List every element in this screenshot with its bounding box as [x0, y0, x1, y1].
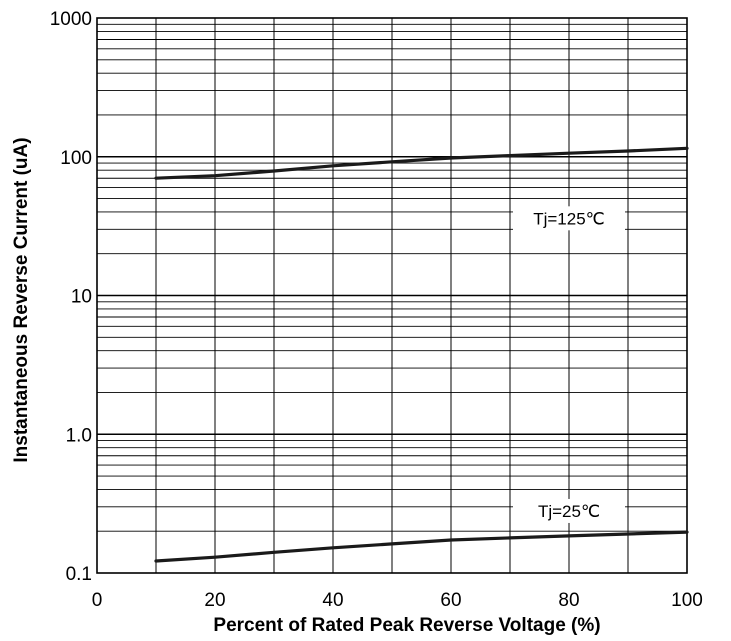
y-tick-labels: 0.1 1.0 10 100 1000	[50, 9, 92, 585]
x-axis-label: Percent of Rated Peak Reverse Voltage (%…	[213, 615, 600, 636]
series-label-background	[513, 498, 625, 523]
series-labels: Tj=125℃ Tj=25℃	[513, 206, 625, 523]
x-tick-label: 100	[671, 590, 703, 611]
y-tick-label: 1000	[50, 9, 92, 30]
x-tick-label: 40	[322, 590, 343, 611]
x-tick-label: 0	[92, 590, 103, 611]
major-grid	[97, 155, 687, 436]
x-tick-labels: 0 20 40 60 80 100	[92, 590, 703, 611]
y-axis-label: Instantaneous Reverse Current (uA)	[11, 137, 32, 462]
y-tick-label: 100	[60, 148, 92, 169]
plot-frame	[96, 17, 688, 574]
series-label: Tj=25℃	[538, 502, 600, 521]
series-line	[154, 530, 689, 563]
minor-grid	[97, 18, 687, 573]
x-tick-label: 20	[204, 590, 225, 611]
y-tick-label: 1.0	[66, 425, 92, 446]
series-label-background	[513, 206, 625, 231]
y-tick-label: 0.1	[66, 564, 92, 585]
x-tick-label: 60	[440, 590, 461, 611]
series-lines	[154, 146, 689, 563]
y-tick-label: 10	[71, 287, 92, 308]
series-line	[154, 146, 689, 180]
x-tick-label: 80	[558, 590, 579, 611]
series-label: Tj=125℃	[533, 209, 605, 228]
